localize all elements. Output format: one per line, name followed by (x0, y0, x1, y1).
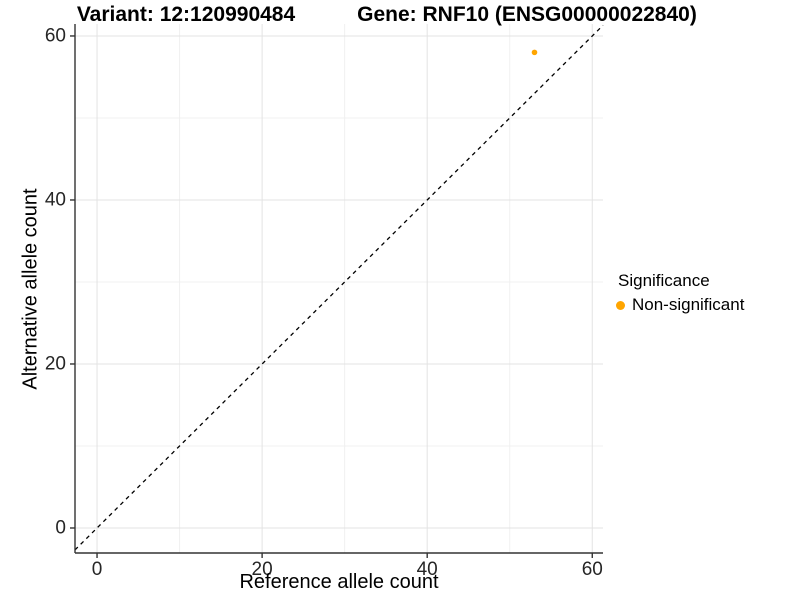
data-point (531, 49, 538, 56)
legend-title: Significance (618, 271, 710, 290)
x-tick-label: 0 (92, 559, 103, 580)
identity-reference-line (74, 24, 604, 551)
y-tick-label: 20 (45, 353, 66, 374)
x-tick-label: 40 (417, 559, 438, 580)
y-tick-label: 60 (45, 25, 66, 46)
x-axis-title: Reference allele count (239, 571, 439, 593)
legend-item-label: Non-significant (632, 295, 745, 314)
y-tick-label: 40 (45, 189, 66, 210)
legend: Significance Non-significant (616, 271, 796, 315)
chart-title-gene: Gene: RNF10 (ENSG00000022840) (357, 3, 697, 26)
chart-title-variant: Variant: 12:120990484 (76, 3, 296, 26)
legend-point-icon (616, 300, 625, 310)
y-tick-label: 0 (55, 517, 66, 538)
x-tick-label: 20 (252, 559, 273, 580)
y-axis-title: Alternative allele count (19, 188, 42, 390)
legend-item: Non-significant (616, 295, 796, 315)
x-tick-label: 60 (582, 559, 603, 580)
